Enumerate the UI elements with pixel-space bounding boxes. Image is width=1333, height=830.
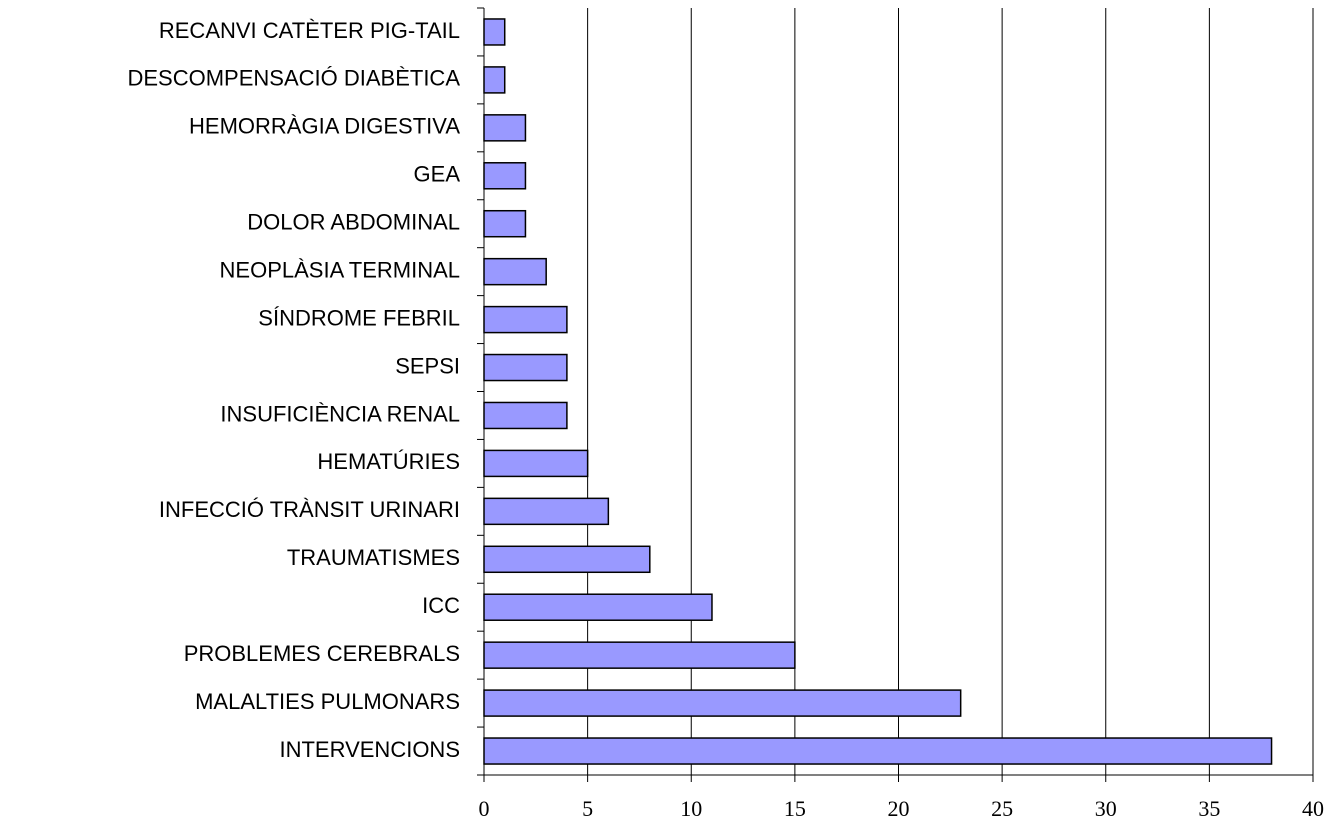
x-tick-label: 15 — [784, 796, 806, 821]
bar — [483, 66, 506, 94]
x-tick-label: 25 — [991, 796, 1013, 821]
x-tick-label: 30 — [1095, 796, 1117, 821]
bar — [483, 18, 506, 46]
y-tick-label: NEOPLÀSIA TERMINAL — [220, 257, 460, 282]
bar — [483, 353, 568, 382]
bar — [483, 497, 610, 526]
y-tick-label: SÍNDROME FEBRIL — [258, 305, 460, 330]
x-tick-label: 35 — [1198, 796, 1220, 821]
bar — [483, 401, 568, 430]
x-tick-label: 10 — [680, 796, 702, 821]
y-tick-label: GEA — [414, 162, 461, 187]
y-tick-label: MALALTIES PULMONARS — [195, 689, 460, 714]
bar — [483, 305, 568, 334]
bar — [483, 641, 796, 669]
y-tick-label: PROBLEMES CEREBRALS — [184, 641, 460, 666]
y-tick-label: DOLOR ABDOMINAL — [247, 210, 460, 235]
y-tick-label: HEMATÚRIES — [317, 449, 460, 474]
bar — [483, 737, 1273, 765]
y-tick-label: TRAUMATISMES — [287, 545, 460, 570]
y-tick-label: INFECCIÓ TRÀNSIT URINARI — [159, 497, 460, 522]
y-tick-label: RECANVI CATÈTER PIG-TAIL — [159, 18, 460, 43]
y-tick-label: SEPSI — [395, 353, 460, 378]
bar — [483, 257, 547, 286]
bar — [483, 545, 651, 574]
y-tick-label: INTERVENCIONS — [279, 737, 460, 762]
y-tick-label: HEMORRÀGIA DIGESTIVA — [189, 114, 460, 139]
x-tick-label: 40 — [1302, 796, 1324, 821]
y-tick-label: ICC — [422, 593, 460, 618]
y-tick-label: DESCOMPENSACIÓ DIABÈTICA — [127, 66, 460, 91]
y-tick-label: INSUFICIÈNCIA RENAL — [220, 401, 460, 426]
bar — [483, 114, 527, 142]
x-tick-label: 20 — [888, 796, 910, 821]
bar — [483, 162, 527, 190]
bar — [483, 449, 589, 478]
bar — [483, 689, 962, 717]
bar — [483, 593, 713, 621]
x-tick-label: 0 — [479, 796, 490, 821]
x-tick-label: 5 — [582, 796, 593, 821]
bar — [483, 209, 527, 238]
